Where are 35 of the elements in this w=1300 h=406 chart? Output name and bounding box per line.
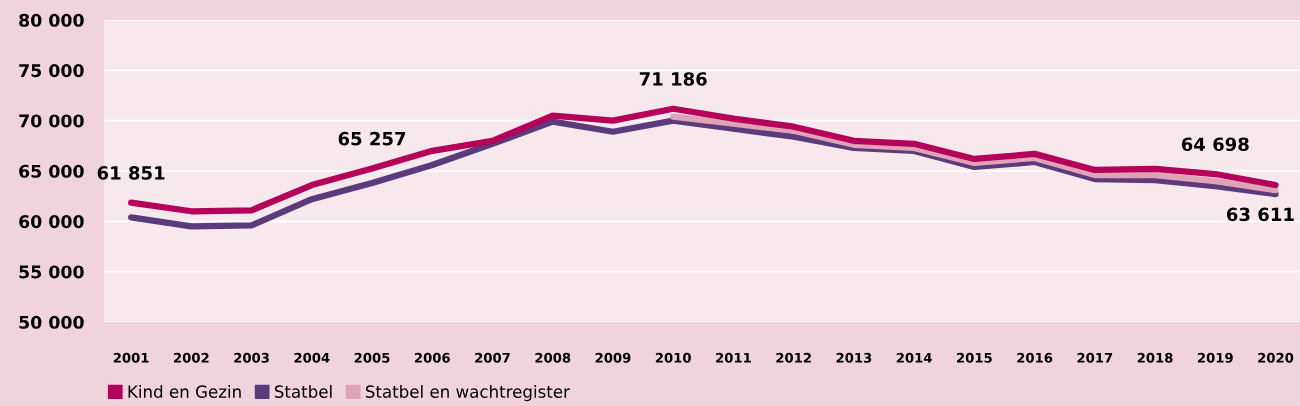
x-tick-label: 2004 — [294, 352, 330, 363]
x-tick-label: 2016 — [1017, 352, 1053, 363]
y-tick-label: 50 000 — [19, 315, 84, 329]
y-tick-label: 75 000 — [19, 64, 84, 78]
x-tick-label: 2007 — [475, 352, 510, 363]
y-tick-label: 80 000 — [19, 13, 84, 27]
legend-label: Kind en Gezin — [128, 385, 241, 398]
annotation: 71 186 — [639, 72, 707, 86]
x-tick-label: 2002 — [174, 352, 209, 363]
annotation: 61 851 — [97, 166, 165, 180]
x-tick-label: 2011 — [716, 352, 751, 363]
x-tick-label: 2018 — [1137, 352, 1173, 363]
x-tick-label: 2015 — [957, 352, 992, 363]
y-tick-label: 70 000 — [19, 114, 84, 128]
annotation: 63 611 — [1226, 207, 1294, 222]
x-tick-label: 2019 — [1197, 352, 1233, 363]
y-tick-label: 65 000 — [19, 164, 84, 178]
x-tick-label: 2001 — [113, 352, 149, 363]
x-tick-label: 2003 — [234, 352, 269, 363]
x-tick-label: 2010 — [655, 352, 691, 363]
x-tick-label: 2008 — [535, 352, 571, 363]
y-tick-label: 55 000 — [19, 265, 84, 279]
legend-label: Statbel en wachtregister — [365, 385, 570, 402]
x-tick-label: 2009 — [595, 352, 631, 363]
annotation: 65 257 — [338, 131, 406, 146]
x-tick-label: 2014 — [896, 352, 932, 363]
x-tick-label: 2012 — [776, 352, 811, 363]
x-tick-label: 2017 — [1077, 352, 1113, 363]
x-tick-label: 2020 — [1258, 352, 1294, 363]
y-tick-label: 60 000 — [19, 215, 84, 229]
annotation: 64 698 — [1181, 137, 1249, 152]
x-tick-label: 2013 — [836, 352, 872, 363]
legend-label: Statbel — [274, 385, 332, 398]
x-tick-label: 2006 — [414, 352, 450, 363]
x-tick-label: 2005 — [354, 352, 390, 363]
